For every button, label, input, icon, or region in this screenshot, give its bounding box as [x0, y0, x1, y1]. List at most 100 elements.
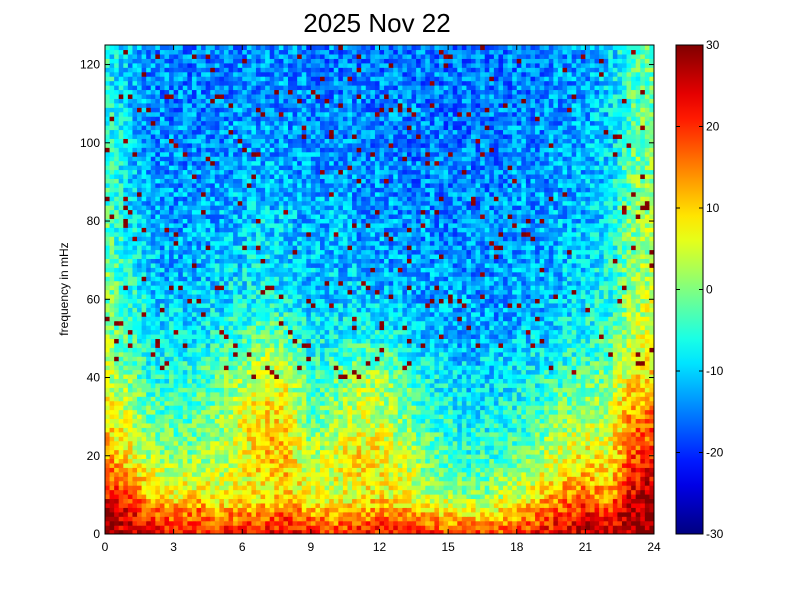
heatmap-cell	[219, 440, 225, 446]
heatmap-cell	[310, 431, 317, 437]
heatmap-cell	[489, 360, 495, 366]
heatmap-cell	[219, 493, 225, 500]
heatmap-cell	[329, 480, 335, 486]
heatmap-cell	[109, 347, 115, 353]
heatmap-cell	[461, 369, 468, 375]
heatmap-cell	[576, 427, 582, 433]
heatmap-cell	[315, 409, 321, 415]
heatmap-cell	[443, 498, 449, 504]
heatmap-cell	[416, 382, 422, 388]
heatmap-cell	[159, 467, 166, 473]
heatmap-cell	[219, 498, 225, 504]
heatmap-cell	[278, 373, 285, 380]
heatmap-cell	[621, 498, 628, 504]
heatmap-cell	[466, 493, 472, 500]
heatmap-cell	[379, 471, 385, 477]
heatmap-cell	[320, 391, 326, 397]
heatmap-cell	[150, 449, 156, 455]
heatmap-cell	[621, 489, 628, 495]
heatmap-cell	[301, 476, 307, 482]
heatmap-cell	[315, 360, 321, 366]
heatmap-cell	[553, 409, 559, 415]
heatmap-cell	[507, 467, 513, 473]
heatmap-cell	[169, 409, 175, 415]
heatmap-cell	[425, 507, 431, 513]
heatmap-cell	[159, 360, 166, 366]
heatmap-cell	[159, 440, 166, 446]
heatmap-cell	[393, 373, 399, 380]
heatmap-cell	[141, 467, 147, 473]
heatmap-cell	[191, 502, 198, 508]
heatmap-cell	[548, 431, 554, 437]
heatmap-cell	[567, 502, 573, 508]
heatmap-cell	[132, 516, 138, 522]
heatmap-cell	[219, 360, 225, 366]
heatmap-cell	[352, 396, 358, 402]
heatmap-cell	[269, 440, 275, 446]
heatmap-cell	[530, 396, 536, 402]
heatmap-cell	[159, 365, 166, 371]
heatmap-cell	[631, 471, 637, 477]
heatmap-cell	[576, 453, 582, 460]
heatmap-cell	[493, 351, 500, 357]
heatmap-cell	[288, 476, 294, 482]
heatmap-cell	[411, 396, 417, 402]
heatmap-cell	[201, 378, 207, 384]
heatmap-cell	[292, 418, 298, 424]
heatmap-cell	[173, 511, 179, 517]
heatmap-cell	[402, 391, 408, 397]
heatmap-cell	[397, 453, 403, 460]
heatmap-cell	[443, 418, 449, 424]
heatmap-cell	[237, 369, 243, 375]
heatmap-cell	[306, 396, 312, 402]
heatmap-cell	[553, 422, 559, 428]
heatmap-cell	[429, 462, 435, 468]
heatmap-cell	[498, 502, 504, 508]
heatmap-cell	[233, 436, 239, 442]
heatmap-cell	[164, 391, 170, 397]
heatmap-cell	[137, 511, 143, 517]
heatmap-cell	[379, 516, 385, 522]
heatmap-cell	[246, 413, 252, 420]
heatmap-cell	[315, 449, 321, 455]
heatmap-cell	[507, 445, 513, 451]
heatmap-cell	[269, 360, 275, 366]
heatmap-cell	[278, 493, 285, 500]
heatmap-cell	[530, 498, 536, 504]
heatmap-cell	[576, 422, 582, 428]
heatmap-cell	[379, 467, 385, 473]
heatmap-cell	[214, 489, 220, 495]
heatmap-cell	[123, 436, 129, 442]
heatmap-cell	[169, 511, 175, 517]
heatmap-cell	[361, 480, 367, 486]
heatmap-cell	[315, 498, 321, 504]
heatmap-cell	[530, 529, 536, 534]
heatmap-cell	[393, 391, 399, 397]
heatmap-cell	[626, 378, 632, 384]
heatmap-cell	[315, 387, 321, 393]
heatmap-cell	[114, 396, 120, 402]
heatmap-cell	[132, 489, 138, 495]
heatmap-cell	[109, 467, 115, 473]
heatmap-cell	[631, 458, 637, 464]
heatmap-cell	[210, 529, 216, 534]
heatmap-cell	[219, 445, 225, 451]
heatmap-cell	[127, 400, 134, 406]
heatmap-cell	[105, 347, 111, 353]
heatmap-cell	[283, 396, 289, 402]
heatmap-cell	[603, 462, 609, 468]
heatmap-cell	[329, 409, 335, 415]
heatmap-cell	[265, 418, 271, 424]
heatmap-cell	[361, 431, 367, 437]
heatmap-cell	[352, 498, 358, 504]
heatmap-cell	[567, 387, 573, 393]
heatmap-cell	[562, 356, 568, 362]
heatmap-cell	[214, 387, 220, 393]
heatmap-cell	[228, 360, 234, 366]
heatmap-cell	[315, 365, 321, 371]
heatmap-cell	[617, 525, 623, 531]
heatmap-cell	[242, 440, 248, 446]
heatmap-cell	[402, 427, 408, 433]
heatmap-cell	[397, 502, 403, 508]
heatmap-cell	[333, 485, 339, 491]
